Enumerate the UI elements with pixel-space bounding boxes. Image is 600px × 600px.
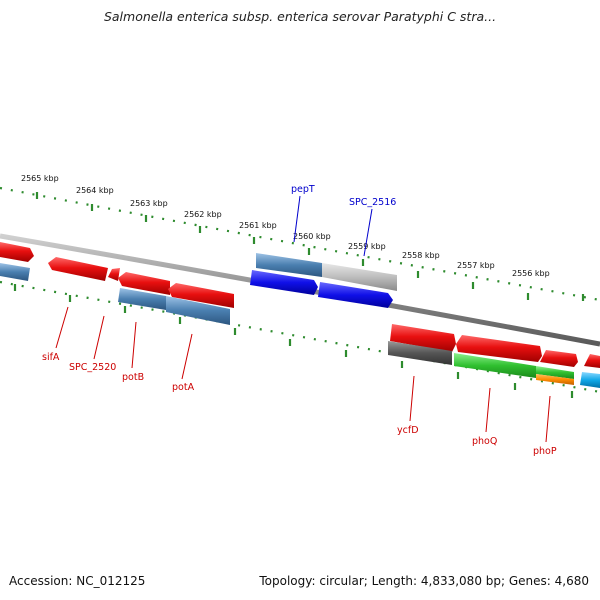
gene-arrow-red[interactable] — [584, 354, 600, 368]
inner-tick-track — [0, 280, 600, 394]
tick-label: 2561 kbp — [239, 221, 277, 230]
gene-arrow-red-potB[interactable] — [118, 272, 170, 295]
gene-steel[interactable] — [0, 263, 30, 281]
tick-label: 2559 kbp — [348, 242, 386, 251]
leader-line — [545, 395, 551, 443]
gene-arrow-red[interactable] — [0, 242, 34, 262]
gene-arrow-red-sifA[interactable] — [48, 257, 108, 281]
gene-steel[interactable] — [166, 296, 230, 325]
leader-line — [55, 306, 69, 349]
gene-arrow-red[interactable] — [390, 324, 456, 352]
gene-grey-spc2516[interactable] — [322, 263, 397, 291]
accession-text: Accession: NC_012125 — [9, 574, 146, 588]
gene-label-spc2516[interactable]: SPC_2516 — [349, 197, 396, 208]
gene-label-potB[interactable]: potB — [122, 372, 144, 383]
gene-arrow-red[interactable] — [540, 350, 578, 367]
leader-line — [363, 208, 373, 257]
tick-label: 2560 kbp — [293, 232, 331, 241]
leader-line — [181, 333, 193, 380]
leader-line — [93, 315, 105, 360]
tick-label: 2557 kbp — [457, 261, 495, 270]
gene-steel-pepT[interactable] — [256, 253, 322, 277]
tick-label: 2556 kbp — [512, 269, 550, 278]
gene-arrow-red-potA[interactable] — [168, 283, 234, 308]
gene-label-spc2520[interactable]: SPC_2520 — [69, 362, 116, 373]
forward-strand-genes — [0, 242, 600, 368]
leader-line — [131, 321, 137, 369]
leader-line — [409, 375, 415, 422]
gene-dark-ycfD[interactable] — [388, 341, 452, 365]
scale-tick-labels: 2565 kbp 2564 kbp 2563 kbp 2562 kbp 2561… — [21, 174, 550, 278]
gene-label-phoP[interactable]: phoP — [533, 446, 557, 457]
leader-line — [293, 195, 301, 243]
tick-label: 2558 kbp — [402, 251, 440, 260]
gene-arrow-blue[interactable] — [318, 282, 393, 308]
gene-labels: pepT SPC_2516 sifA SPC_2520 potB potA yc… — [42, 184, 557, 457]
tick-label: 2562 kbp — [184, 210, 222, 219]
gene-arrow-blue[interactable] — [250, 270, 318, 295]
genome-summary-text: Topology: circular; Length: 4,833,080 bp… — [259, 574, 589, 588]
gene-arrow-red-spc2520[interactable] — [108, 268, 120, 281]
gene-steel[interactable] — [118, 288, 166, 310]
gene-arrow-red[interactable] — [456, 335, 542, 362]
gene-cyan[interactable] — [580, 372, 600, 388]
gene-green[interactable] — [536, 366, 574, 379]
tick-label: 2564 kbp — [76, 186, 114, 195]
gene-label-sifA[interactable]: sifA — [42, 352, 60, 363]
tick-label: 2565 kbp — [21, 174, 59, 183]
gene-label-pepT[interactable]: pepT — [291, 184, 315, 195]
inner-major-ticks — [13, 284, 574, 398]
gene-label-phoQ[interactable]: phoQ — [472, 436, 497, 447]
reverse-strand-genes — [0, 257, 600, 388]
gene-green-phoQ[interactable] — [454, 353, 536, 378]
gene-label-potA[interactable]: potA — [172, 382, 195, 393]
gene-label-ycfD[interactable]: ycfD — [397, 425, 419, 436]
genome-title: Salmonella enterica subsp. enterica sero… — [103, 9, 497, 24]
gene-orange-phoP[interactable] — [536, 374, 574, 385]
label-leader-lines — [55, 195, 551, 443]
leader-line — [485, 387, 491, 433]
outer-major-ticks — [35, 192, 585, 301]
tick-label: 2563 kbp — [130, 199, 168, 208]
